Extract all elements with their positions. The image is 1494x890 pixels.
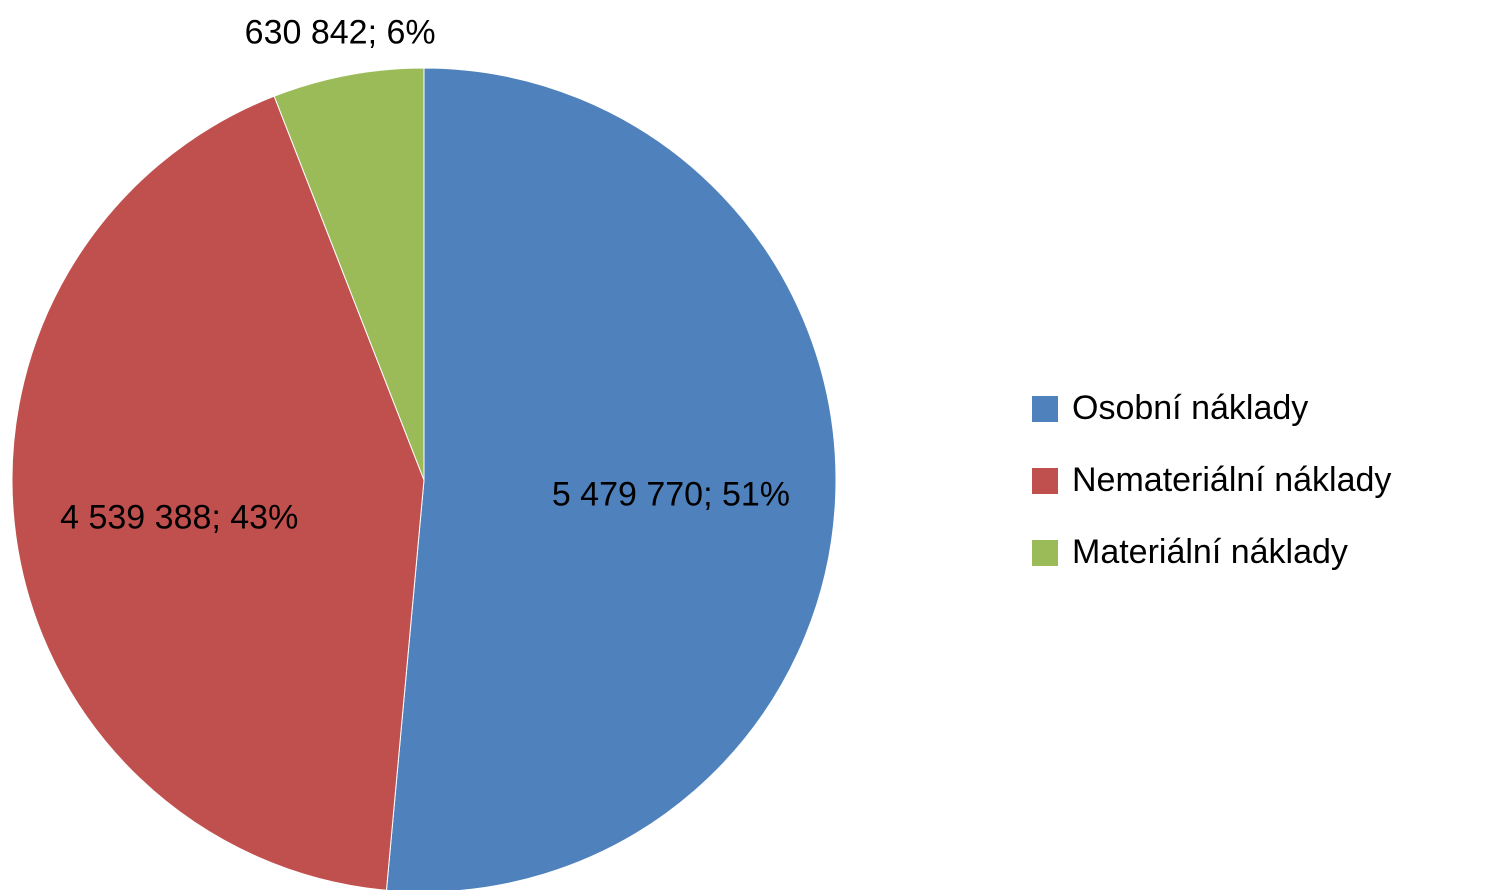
- pie-slice: [385, 67, 837, 890]
- data-label: 630 842; 6%: [245, 14, 436, 52]
- legend-label: Osobní náklady: [1072, 389, 1308, 427]
- legend-swatch: [1032, 468, 1058, 494]
- data-label: 5 479 770; 51%: [552, 475, 790, 513]
- legend-label: Materiální náklady: [1072, 533, 1348, 571]
- legend-label: Nemateriální náklady: [1072, 461, 1391, 499]
- legend-swatch: [1032, 540, 1058, 566]
- data-label: 4 539 388; 43%: [60, 499, 298, 537]
- legend-swatch: [1032, 396, 1058, 422]
- pie-slice: [11, 95, 425, 890]
- pie-slice: [273, 67, 425, 481]
